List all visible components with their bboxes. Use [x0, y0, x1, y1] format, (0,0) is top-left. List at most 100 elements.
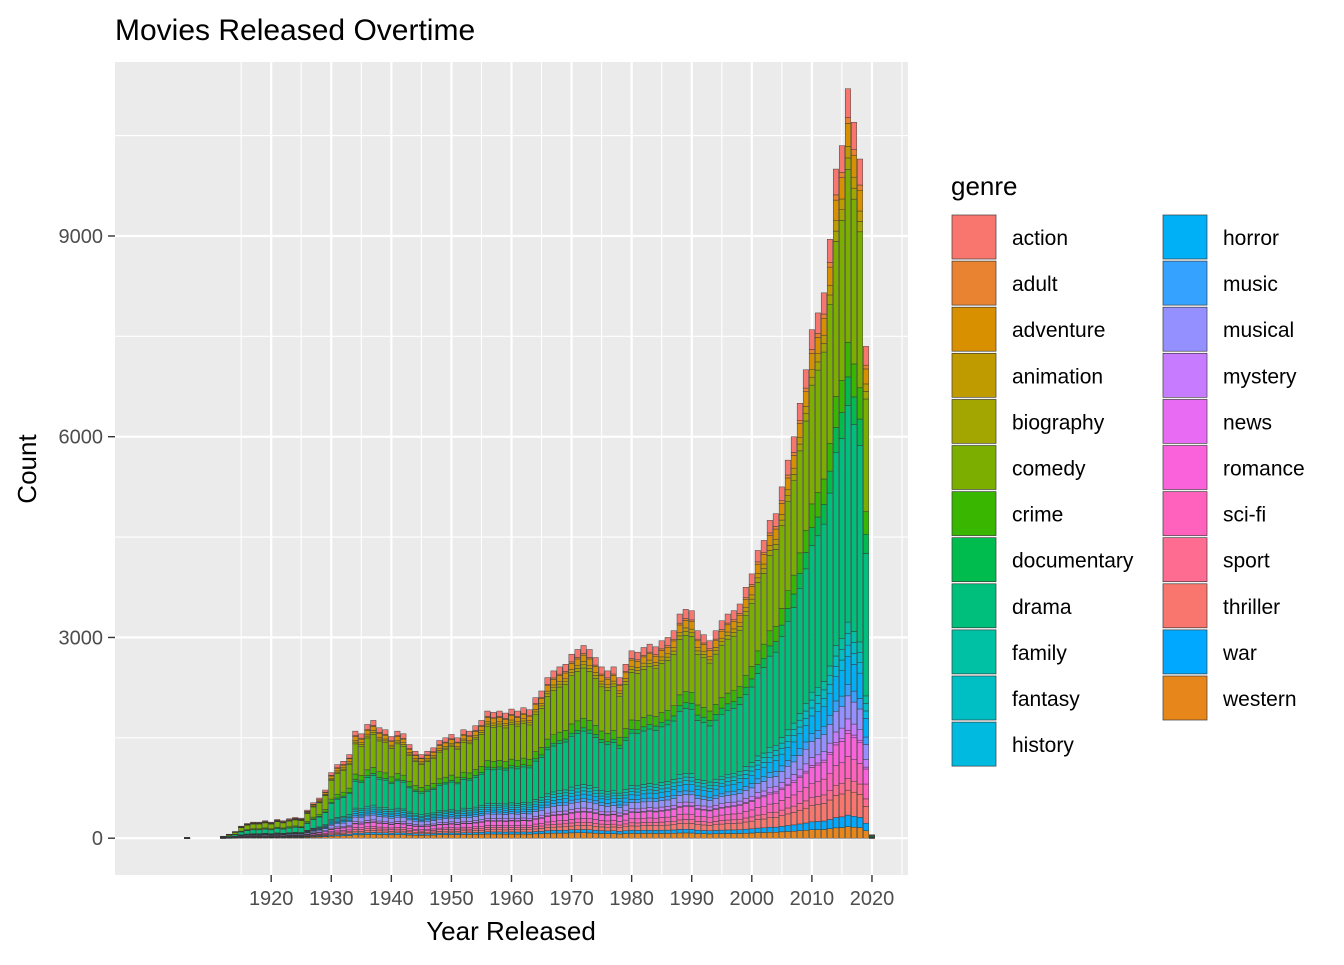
bar-segment-sport-1947 — [431, 830, 436, 832]
bar-segment-animation-2001 — [755, 573, 760, 578]
bar-segment-mystery-1979 — [623, 811, 628, 814]
bar-segment-sci-fi-2005 — [779, 800, 784, 810]
bar-segment-sci-fi-1955 — [479, 826, 484, 828]
bar-segment-animation-1972 — [581, 662, 586, 665]
bar-segment-sport-1984 — [653, 823, 658, 826]
bar-segment-family-2009 — [803, 704, 808, 711]
bar-segment-crime-1960 — [509, 759, 514, 766]
bar-segment-history-1992 — [701, 787, 706, 790]
bar-segment-drama-1990 — [689, 709, 694, 773]
bar-segment-romance-1974 — [593, 814, 598, 820]
bar-segment-fantasy-1950 — [449, 811, 454, 813]
bar-segment-news-2016 — [845, 730, 850, 733]
bar-segment-thriller-1981 — [635, 826, 640, 830]
bar-segment-sci-fi-2013 — [827, 773, 832, 790]
bar-segment-history-1978 — [617, 798, 622, 801]
bar-segment-drama-1981 — [635, 734, 640, 786]
bar-segment-family-1955 — [479, 806, 484, 808]
bar-segment-action-1941 — [395, 731, 400, 736]
legend-label-sport: sport — [1223, 550, 1270, 573]
bar-segment-comedy-1927 — [311, 807, 316, 817]
bar-segment-drama-1938 — [377, 779, 382, 807]
bar-segment-fantasy-1958 — [497, 805, 502, 807]
bar-segment-family-2010 — [809, 692, 814, 700]
bar-segment-music-2011 — [815, 730, 820, 738]
bar-segment-animation-1935 — [359, 743, 364, 745]
bar-segment-music-2012 — [821, 726, 826, 734]
bar-segment-action-1949 — [443, 738, 448, 742]
bar-segment-fantasy-1985 — [659, 786, 664, 789]
bar-segment-musical-1944 — [413, 821, 418, 824]
bar-segment-crime-2003 — [767, 631, 772, 646]
bar-segment-biography-1997 — [731, 633, 736, 637]
bar-segment-music-1972 — [581, 798, 586, 801]
bar-segment-adult-1971 — [575, 657, 580, 659]
bar-segment-western-1982 — [641, 833, 646, 838]
bar-segment-animation-1943 — [407, 752, 412, 754]
bar-segment-western-1933 — [347, 836, 352, 839]
bar-segment-thriller-1971 — [575, 826, 580, 830]
bar-segment-animation-1940 — [389, 745, 394, 747]
bar-segment-romance-1953 — [467, 824, 472, 828]
bar-segment-family-1988 — [677, 775, 682, 779]
bar-segment-documentary-1993 — [707, 721, 712, 726]
bar-segment-action-1980 — [629, 651, 634, 659]
bar-segment-war-2006 — [785, 826, 790, 832]
bar-segment-family-1984 — [653, 784, 658, 787]
bar-segment-romance-1957 — [491, 821, 496, 825]
bar-segment-mystery-1936 — [365, 821, 370, 823]
bar-segment-biography-1990 — [689, 633, 694, 637]
bar-segment-western-1940 — [389, 835, 394, 838]
bar-segment-musical-1988 — [677, 795, 682, 802]
bar-segment-animation-1966 — [545, 691, 550, 694]
bar-segment-history-2005 — [779, 749, 784, 755]
bar-segment-western-1938 — [377, 835, 382, 839]
bar-segment-thriller-1999 — [743, 822, 748, 829]
bar-segment-adult-2003 — [767, 533, 772, 536]
bar-segment-biography-1994 — [713, 651, 718, 654]
bar-segment-family-2016 — [845, 622, 850, 634]
bar-segment-musical-1986 — [665, 800, 670, 807]
bar-segment-sci-fi-1984 — [653, 818, 658, 822]
bar-segment-western-1950 — [449, 835, 454, 839]
bar-segment-family-1962 — [521, 802, 526, 804]
legend-label-music: music — [1223, 273, 1278, 296]
bar-segment-sci-fi-1956 — [485, 825, 490, 827]
bar-segment-musical-1950 — [449, 818, 454, 822]
bar-segment-sport-1969 — [563, 824, 568, 827]
bar-segment-romance-1964 — [533, 819, 538, 824]
bar-segment-history-1994 — [713, 786, 718, 789]
bar-segment-biography-1958 — [497, 724, 502, 726]
bar-segment-mystery-2017 — [851, 724, 856, 735]
bar-segment-adult-2019 — [863, 365, 868, 369]
bar-segment-horror-2006 — [785, 748, 790, 761]
bar-segment-crime-1956 — [485, 761, 490, 767]
bar-segment-adventure-2016 — [845, 123, 850, 146]
bar-segment-action-1997 — [731, 611, 736, 620]
bar-segment-romance-2004 — [773, 793, 778, 803]
bar-segment-biography-1938 — [377, 739, 382, 741]
bar-segment-horror-1998 — [737, 783, 742, 790]
bar-segment-family-1947 — [431, 813, 436, 815]
bar-segment-sport-1971 — [575, 823, 580, 826]
bar-segment-biography-1943 — [407, 754, 412, 756]
bar-segment-documentary-2000 — [749, 679, 754, 687]
bar-segment-action-1915 — [238, 826, 243, 827]
bar-segment-family-1994 — [713, 779, 718, 782]
bar-segment-western-2017 — [851, 827, 856, 838]
bar-segment-mystery-1966 — [545, 813, 550, 816]
bar-segment-horror-1969 — [563, 799, 568, 803]
bar-segment-news-2010 — [809, 765, 814, 767]
bar-segment-family-1942 — [401, 809, 406, 811]
bar-segment-sport-1954 — [473, 829, 478, 831]
legend-swatch-sci-fi — [1163, 492, 1207, 536]
bar-segment-western-1980 — [629, 833, 634, 838]
bar-segment-mystery-1987 — [671, 805, 676, 808]
bar-segment-thriller-2012 — [821, 803, 826, 821]
bar-segment-music-1970 — [569, 800, 574, 803]
bar-segment-crime-1954 — [473, 770, 478, 776]
bar-segment-action-1917 — [250, 822, 255, 823]
bar-segment-war-1975 — [599, 831, 604, 834]
bar-segment-family-1971 — [575, 786, 580, 789]
bar-segment-horror-2016 — [845, 657, 850, 685]
